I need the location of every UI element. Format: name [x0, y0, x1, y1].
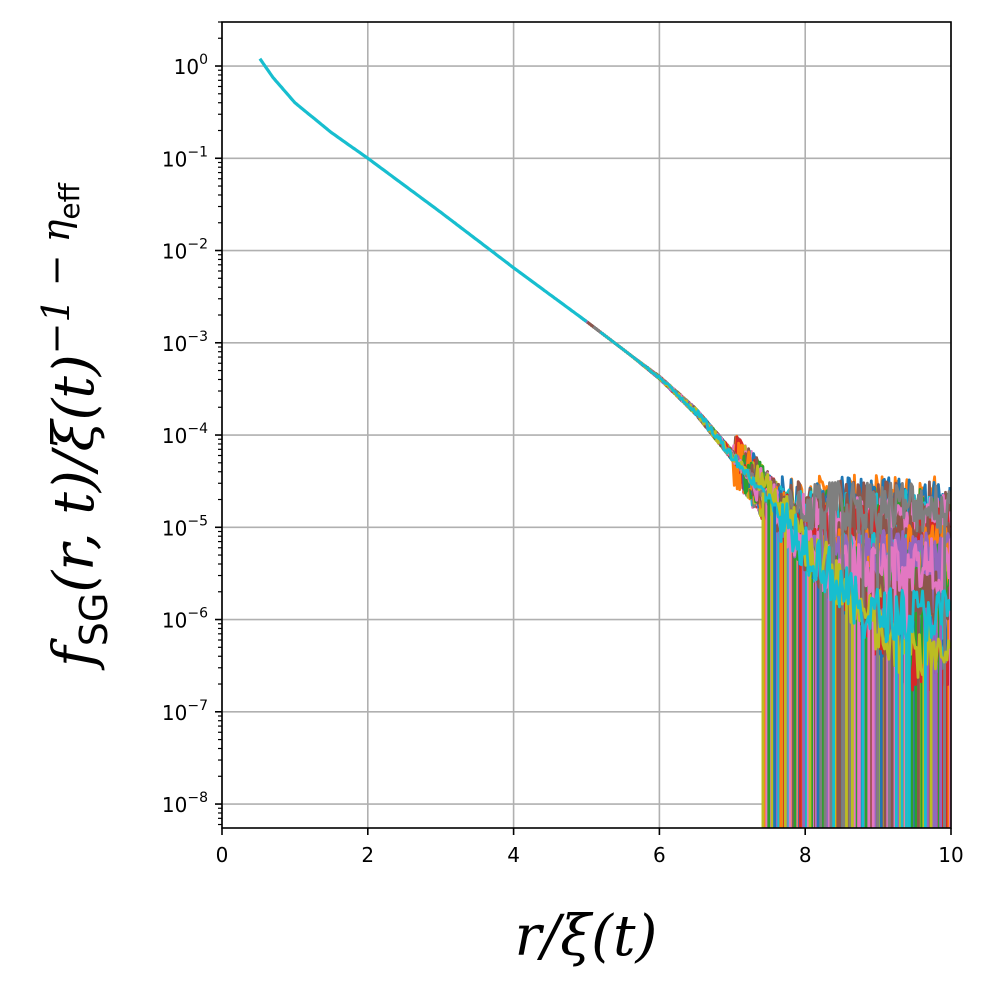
series-layer — [258, 57, 951, 828]
y-tick-label: 10−5 — [162, 513, 208, 540]
ticks: 0 2 4 6 8 10 100 10−1 10−2 10−3 10−4 10−5 10−6 10−7 10… — [162, 21, 964, 867]
y-axis-label-supsub: eff — [53, 182, 86, 219]
y-tick-label: 10−6 — [162, 606, 208, 633]
x-axis-label: r/ξ(t) — [515, 904, 658, 969]
y-tick-label: 10−3 — [162, 329, 208, 356]
y-tick-label: 10−4 — [162, 421, 208, 448]
y-axis-label-sup: −1 − η — [34, 219, 78, 354]
grid — [221, 22, 952, 828]
y-tick-label: 10−2 — [162, 237, 208, 264]
x-tick-label: 8 — [799, 843, 812, 867]
y-axis-label: fSG(r, t)/ξ(t)−1 − ηeff — [34, 182, 116, 671]
y-tick-label: 100 — [174, 52, 208, 79]
x-tick-label: 2 — [361, 843, 374, 867]
y-tick-label: 10−7 — [162, 698, 208, 725]
y-axis-label-sub: SG — [72, 593, 116, 647]
y-tick-label: 10−8 — [162, 790, 208, 817]
x-tick-label: 6 — [653, 843, 666, 867]
series-line — [599, 330, 951, 828]
plot-frame — [221, 21, 952, 829]
x-tick-label: 10 — [938, 843, 963, 867]
x-tick-label: 0 — [216, 843, 229, 867]
x-tick-label: 4 — [507, 843, 520, 867]
y-axis-label-main: (r, t)/ξ(t) — [42, 354, 107, 592]
master-curve-line — [258, 57, 588, 323]
y-tick-label: 10−1 — [162, 144, 208, 171]
